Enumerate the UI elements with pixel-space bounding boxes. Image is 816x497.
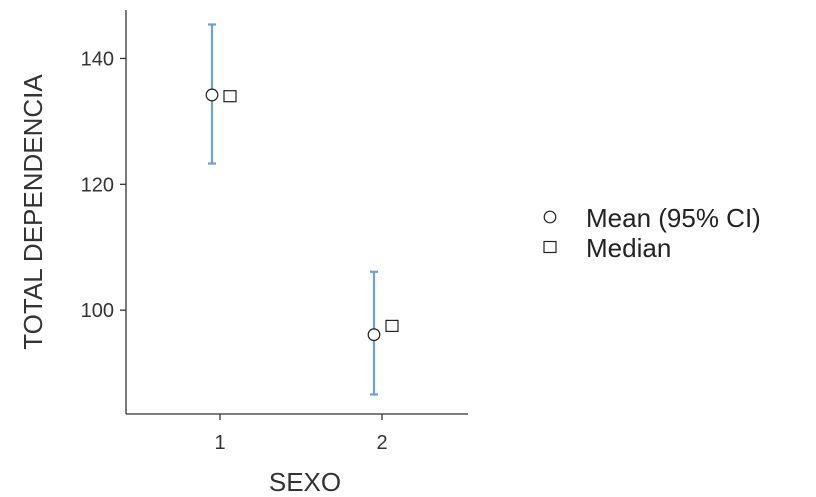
legend-mean-label: Mean (95% CI) <box>586 203 761 233</box>
y-axis-title: TOTAL DEPENDENCIA <box>18 74 48 350</box>
median-point <box>223 90 237 103</box>
x-axis-title: SEXO <box>269 467 341 497</box>
mean-point <box>367 328 381 342</box>
axes <box>125 10 468 415</box>
y-tick-label: 100 <box>81 300 114 322</box>
x-tick-label: 1 <box>214 432 225 454</box>
x-tick-label: 2 <box>376 432 387 454</box>
legend-median-label: Median <box>586 233 671 263</box>
legend: Mean (95% CI)Median <box>543 203 761 263</box>
median-point <box>385 319 399 333</box>
y-tick-label: 120 <box>81 174 114 196</box>
y-tick-label: 140 <box>81 48 114 70</box>
plot-area <box>205 23 399 396</box>
mean-point <box>205 88 219 102</box>
y-ticks: 100 120 140 <box>81 48 126 322</box>
legend-mean-symbol <box>543 210 557 224</box>
legend-median-symbol <box>543 240 557 254</box>
